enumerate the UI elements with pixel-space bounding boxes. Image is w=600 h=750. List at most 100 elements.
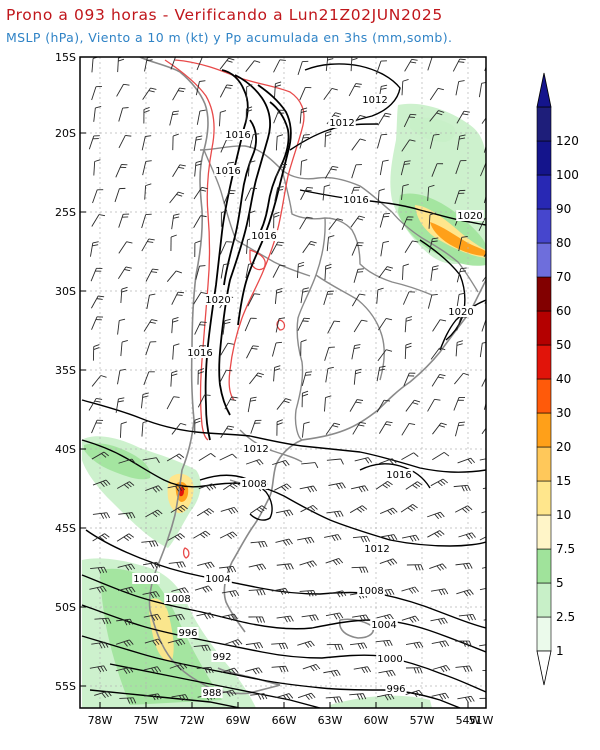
- wind-barb: [452, 58, 466, 72]
- isobar-label-bg: [385, 683, 407, 694]
- wind-barb: [348, 83, 362, 97]
- wind-barb: [246, 84, 253, 101]
- isobar: [109, 663, 321, 708]
- precip-area: [330, 695, 432, 708]
- isobar-label: 1016: [343, 195, 368, 206]
- wind-barb: [223, 481, 241, 491]
- wind-barb: [401, 79, 409, 96]
- wind-barb: [328, 590, 347, 598]
- wind-barb: [141, 135, 152, 151]
- wind-barb: [245, 459, 264, 466]
- wind-barb: [479, 458, 486, 461]
- wind-barb: [145, 341, 157, 356]
- wind-barb: [458, 236, 468, 252]
- wind-barb: [324, 165, 339, 179]
- wind-barb: [92, 189, 104, 204]
- wind-barb: [118, 241, 133, 254]
- wind-barb: [457, 695, 475, 703]
- colorbar-swatch: [536, 106, 552, 142]
- wind-barb: [328, 218, 344, 231]
- wind-barb: [301, 462, 319, 469]
- isobar-label: 1008: [358, 586, 383, 597]
- wind-barb: [378, 421, 393, 434]
- lon-label: 54W: [456, 714, 481, 727]
- wind-barb: [353, 368, 362, 385]
- wind-barb: [275, 693, 294, 701]
- wind-barb: [196, 109, 206, 125]
- wind-barb: [427, 184, 435, 202]
- lat-label: 40S: [55, 443, 76, 456]
- colorbar-swatch: [536, 412, 552, 448]
- wind-barb: [274, 81, 282, 98]
- wind-barb: [456, 267, 467, 283]
- wind-barb: [325, 57, 334, 72]
- wind-barb: [401, 139, 416, 152]
- wind-barb: [400, 503, 418, 513]
- wind-barb: [219, 531, 238, 539]
- wind-barb: [324, 395, 332, 412]
- isobar-label: 1004: [205, 574, 230, 585]
- isobar-label-bg: [250, 230, 278, 241]
- wind-barb: [144, 638, 163, 646]
- wind-barb: [249, 505, 267, 514]
- wind-barb: [145, 268, 159, 282]
- wind-barb: [296, 261, 305, 278]
- wind-barb: [245, 642, 264, 649]
- wind-barb: [246, 345, 259, 359]
- wind-barb: [197, 561, 215, 569]
- wind-barb: [220, 425, 235, 439]
- wind-barb: [116, 83, 130, 97]
- colorbar-label: 7.5: [556, 542, 575, 556]
- wind-barb: [93, 106, 102, 122]
- wind-barb: [143, 371, 155, 386]
- wind-barb: [297, 60, 309, 76]
- colorbar-swatch: [536, 548, 552, 584]
- wind-barb: [353, 666, 372, 674]
- wind-barb: [377, 349, 393, 362]
- map-axes: 15S 20S 25S 30S 35S 40S 45S 50S 55S 78W 75W 72W 69W 6…: [55, 51, 494, 727]
- wind-barb: [166, 396, 180, 410]
- wind-barb: [141, 213, 152, 229]
- wind-barb: [219, 241, 233, 255]
- border: [294, 217, 326, 441]
- wind-barb: [427, 511, 445, 520]
- wind-barb: [482, 669, 486, 672]
- wind-barb: [404, 316, 413, 333]
- precip-area: [410, 117, 456, 142]
- isobar-label: 1012: [329, 118, 354, 129]
- wind-barb: [431, 692, 449, 700]
- isobar: [359, 463, 431, 489]
- wind-barb: [456, 134, 466, 151]
- wind-barb: [91, 316, 104, 330]
- wind-barb: [274, 483, 292, 491]
- wind-barb: [297, 536, 315, 544]
- wind-barb: [194, 321, 207, 335]
- wind-barb: [140, 392, 149, 409]
- wind-barb: [222, 318, 231, 335]
- wind-barb: [479, 341, 486, 358]
- lon-label: 75W: [134, 714, 159, 727]
- wind-barb: [94, 617, 112, 625]
- wind-barb: [145, 485, 163, 493]
- wind-barb: [171, 317, 179, 334]
- wind-barb: [454, 189, 466, 205]
- isobar-label: 1008: [241, 479, 266, 490]
- wind-barb: [378, 669, 396, 677]
- isobar-label: 996: [386, 684, 405, 695]
- wind-barb: [323, 87, 338, 101]
- wind-barb: [405, 667, 423, 674]
- wind-barb: [351, 485, 369, 493]
- wind-barb: [170, 504, 188, 513]
- wind-barb: [249, 372, 264, 385]
- isobar: [204, 69, 249, 441]
- wind-barb: [484, 300, 486, 304]
- wind-barb: [167, 484, 185, 492]
- wind-barb: [219, 57, 235, 70]
- wind-barb: [198, 452, 216, 462]
- colorbar-swatch: [536, 480, 552, 516]
- wind-barb: [220, 263, 230, 279]
- wind-barb: [91, 419, 104, 434]
- isobar: [81, 604, 486, 693]
- wind-barb: [248, 589, 266, 596]
- wind-barb: [171, 694, 189, 702]
